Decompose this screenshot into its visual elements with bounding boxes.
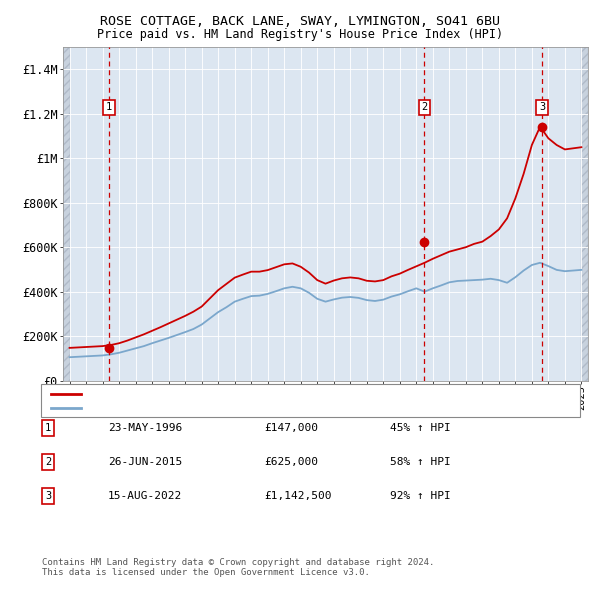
Polygon shape bbox=[63, 47, 70, 381]
Text: 23-MAY-1996: 23-MAY-1996 bbox=[108, 423, 182, 432]
Text: 92% ↑ HPI: 92% ↑ HPI bbox=[390, 491, 451, 501]
Text: Price paid vs. HM Land Registry's House Price Index (HPI): Price paid vs. HM Land Registry's House … bbox=[97, 28, 503, 41]
Text: £1,142,500: £1,142,500 bbox=[264, 491, 331, 501]
Text: 15-AUG-2022: 15-AUG-2022 bbox=[108, 491, 182, 501]
Polygon shape bbox=[581, 47, 588, 381]
Text: Contains HM Land Registry data © Crown copyright and database right 2024.
This d: Contains HM Land Registry data © Crown c… bbox=[42, 558, 434, 577]
Text: 1: 1 bbox=[106, 102, 112, 112]
Text: 3: 3 bbox=[539, 102, 545, 112]
Text: ROSE COTTAGE, BACK LANE, SWAY, LYMINGTON, SO41 6BU (detached house): ROSE COTTAGE, BACK LANE, SWAY, LYMINGTON… bbox=[87, 389, 489, 399]
Text: ROSE COTTAGE, BACK LANE, SWAY, LYMINGTON, SO41 6BU: ROSE COTTAGE, BACK LANE, SWAY, LYMINGTON… bbox=[100, 15, 500, 28]
Text: £147,000: £147,000 bbox=[264, 423, 318, 432]
Text: HPI: Average price, detached house, New Forest: HPI: Average price, detached house, New … bbox=[87, 404, 363, 413]
Text: 26-JUN-2015: 26-JUN-2015 bbox=[108, 457, 182, 467]
Text: 45% ↑ HPI: 45% ↑ HPI bbox=[390, 423, 451, 432]
Text: 2: 2 bbox=[45, 457, 51, 467]
Text: £625,000: £625,000 bbox=[264, 457, 318, 467]
Text: 2: 2 bbox=[421, 102, 428, 112]
Text: 1: 1 bbox=[45, 423, 51, 432]
Text: 58% ↑ HPI: 58% ↑ HPI bbox=[390, 457, 451, 467]
Text: 3: 3 bbox=[45, 491, 51, 501]
